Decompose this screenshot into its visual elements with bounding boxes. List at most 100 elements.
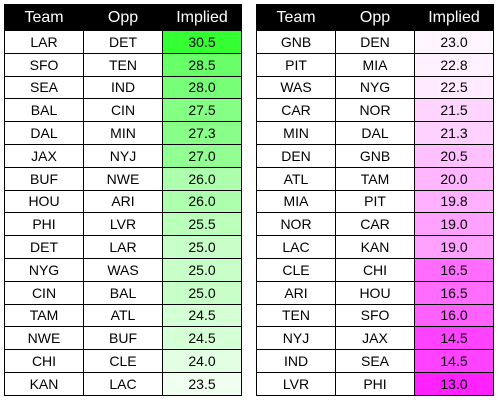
opp-cell[interactable]: DAL <box>335 121 415 145</box>
team-cell[interactable]: SEA <box>4 75 84 100</box>
opp-cell[interactable]: TEN <box>83 52 163 77</box>
team-column-header[interactable]: Team <box>256 4 336 31</box>
opp-cell[interactable]: WAS <box>83 257 163 282</box>
implied-cell[interactable]: 13.0 <box>414 371 494 396</box>
team-cell[interactable]: MIN <box>256 121 336 145</box>
team-cell[interactable]: NWE <box>4 326 84 351</box>
opp-cell[interactable]: NYJ <box>83 143 163 168</box>
opp-cell[interactable]: IND <box>83 75 163 100</box>
team-cell[interactable]: GNB <box>256 30 336 54</box>
opp-cell[interactable]: BUF <box>83 326 163 351</box>
team-cell[interactable]: CLE <box>256 257 336 282</box>
opp-column-header[interactable]: Opp <box>83 4 163 31</box>
opp-cell[interactable]: ATL <box>83 303 163 328</box>
opp-cell[interactable]: NWE <box>83 166 163 191</box>
implied-cell[interactable]: 27.5 <box>162 98 242 123</box>
opp-cell[interactable]: NYG <box>335 75 415 100</box>
team-cell[interactable]: DET <box>4 235 84 259</box>
opp-cell[interactable]: LAR <box>83 235 163 259</box>
team-cell[interactable]: BAL <box>4 98 84 123</box>
team-cell[interactable]: KAN <box>4 371 84 396</box>
opp-cell[interactable]: CIN <box>83 98 163 123</box>
opp-cell[interactable]: SFO <box>335 303 415 328</box>
team-cell[interactable]: PIT <box>256 52 336 77</box>
implied-cell[interactable]: 24.5 <box>162 326 242 351</box>
implied-column-header[interactable]: Implied <box>414 4 494 31</box>
implied-cell[interactable]: 16.0 <box>414 303 494 328</box>
team-cell[interactable]: CIN <box>4 280 84 305</box>
implied-cell[interactable]: 28.0 <box>162 75 242 100</box>
implied-cell[interactable]: 26.0 <box>162 166 242 191</box>
implied-cell[interactable]: 21.5 <box>414 98 494 123</box>
opp-cell[interactable]: CLE <box>83 349 163 373</box>
implied-cell[interactable]: 25.0 <box>162 257 242 282</box>
team-cell[interactable]: LAR <box>4 30 84 54</box>
implied-cell[interactable]: 16.5 <box>414 257 494 282</box>
implied-cell[interactable]: 26.0 <box>162 189 242 214</box>
team-cell[interactable]: NYG <box>4 257 84 282</box>
opp-cell[interactable]: LAC <box>83 371 163 396</box>
opp-column-header[interactable]: Opp <box>335 4 415 31</box>
team-cell[interactable]: DEN <box>256 143 336 168</box>
opp-cell[interactable]: HOU <box>335 280 415 305</box>
opp-cell[interactable]: LVR <box>83 212 163 237</box>
implied-cell[interactable]: 28.5 <box>162 52 242 77</box>
implied-cell[interactable]: 25.0 <box>162 280 242 305</box>
implied-cell[interactable]: 30.5 <box>162 30 242 54</box>
implied-cell[interactable]: 21.3 <box>414 121 494 145</box>
opp-cell[interactable]: SEA <box>335 349 415 373</box>
implied-cell[interactable]: 14.5 <box>414 326 494 351</box>
team-column-header[interactable]: Team <box>4 4 84 31</box>
implied-cell[interactable]: 20.0 <box>414 166 494 191</box>
team-cell[interactable]: CAR <box>256 98 336 123</box>
implied-cell[interactable]: 14.5 <box>414 349 494 373</box>
team-cell[interactable]: SFO <box>4 52 84 77</box>
opp-cell[interactable]: PIT <box>335 189 415 214</box>
opp-cell[interactable]: MIA <box>335 52 415 77</box>
implied-column-header[interactable]: Implied <box>162 4 242 31</box>
team-cell[interactable]: WAS <box>256 75 336 100</box>
implied-cell[interactable]: 24.0 <box>162 349 242 373</box>
opp-cell[interactable]: DEN <box>335 30 415 54</box>
team-cell[interactable]: LAC <box>256 235 336 259</box>
opp-cell[interactable]: KAN <box>335 235 415 259</box>
team-cell[interactable]: BUF <box>4 166 84 191</box>
team-cell[interactable]: DAL <box>4 121 84 145</box>
team-cell[interactable]: IND <box>256 349 336 373</box>
implied-cell[interactable]: 16.5 <box>414 280 494 305</box>
implied-cell[interactable]: 22.5 <box>414 75 494 100</box>
implied-cell[interactable]: 23.0 <box>414 30 494 54</box>
opp-cell[interactable]: CAR <box>335 212 415 237</box>
opp-cell[interactable]: JAX <box>335 326 415 351</box>
implied-cell[interactable]: 22.8 <box>414 52 494 77</box>
team-cell[interactable]: ATL <box>256 166 336 191</box>
implied-cell[interactable]: 19.0 <box>414 212 494 237</box>
opp-cell[interactable]: BAL <box>83 280 163 305</box>
opp-cell[interactable]: PHI <box>335 371 415 396</box>
implied-cell[interactable]: 20.5 <box>414 143 494 168</box>
implied-cell[interactable]: 19.8 <box>414 189 494 214</box>
opp-cell[interactable]: MIN <box>83 121 163 145</box>
implied-cell[interactable]: 27.3 <box>162 121 242 145</box>
implied-cell[interactable]: 27.0 <box>162 143 242 168</box>
team-cell[interactable]: CHI <box>4 349 84 373</box>
team-cell[interactable]: NYJ <box>256 326 336 351</box>
team-cell[interactable]: HOU <box>4 189 84 214</box>
opp-cell[interactable]: TAM <box>335 166 415 191</box>
team-cell[interactable]: TAM <box>4 303 84 328</box>
implied-cell[interactable]: 23.5 <box>162 371 242 396</box>
implied-cell[interactable]: 24.5 <box>162 303 242 328</box>
implied-cell[interactable]: 25.5 <box>162 212 242 237</box>
opp-cell[interactable]: NOR <box>335 98 415 123</box>
opp-cell[interactable]: GNB <box>335 143 415 168</box>
opp-cell[interactable]: CHI <box>335 257 415 282</box>
team-cell[interactable]: ARI <box>256 280 336 305</box>
implied-cell[interactable]: 19.0 <box>414 235 494 259</box>
opp-cell[interactable]: ARI <box>83 189 163 214</box>
team-cell[interactable]: PHI <box>4 212 84 237</box>
team-cell[interactable]: MIA <box>256 189 336 214</box>
implied-cell[interactable]: 25.0 <box>162 235 242 259</box>
team-cell[interactable]: LVR <box>256 371 336 396</box>
team-cell[interactable]: TEN <box>256 303 336 328</box>
opp-cell[interactable]: DET <box>83 30 163 54</box>
